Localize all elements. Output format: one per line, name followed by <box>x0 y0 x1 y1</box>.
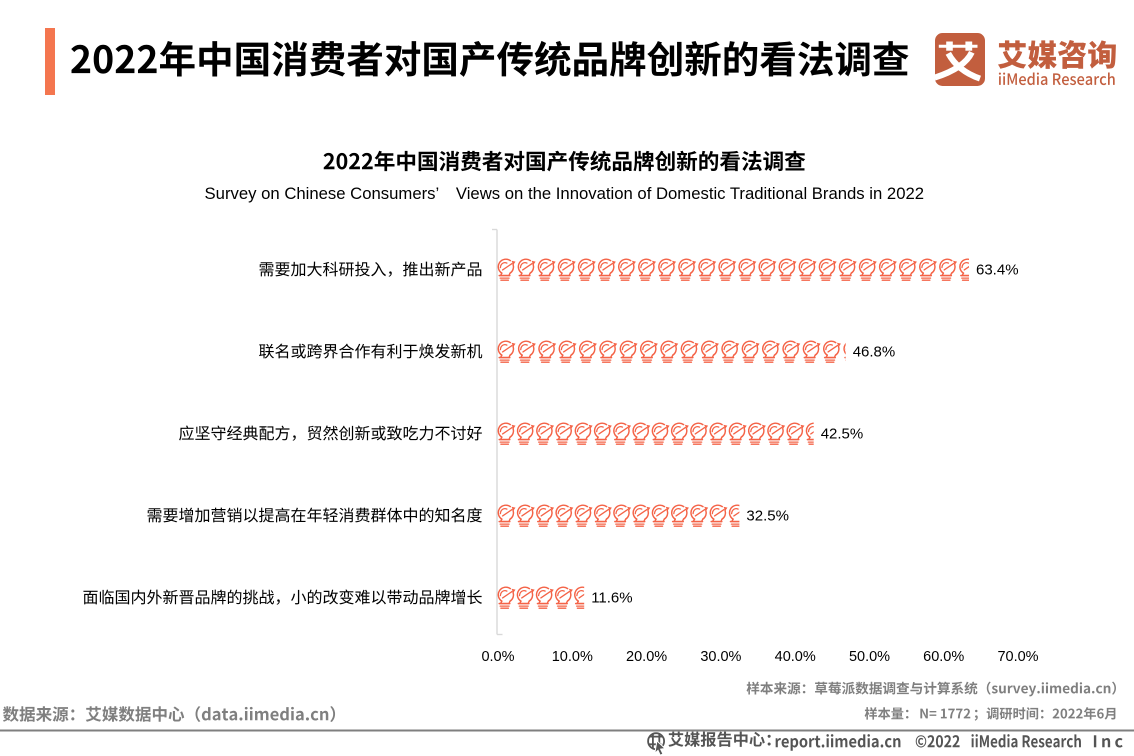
svg-text:60.0%: 60.0% <box>923 649 964 665</box>
svg-text:70.0%: 70.0% <box>997 649 1038 665</box>
svg-text:30.0%: 30.0% <box>700 649 741 665</box>
svg-text:20.0%: 20.0% <box>626 649 667 665</box>
svg-text:10.0%: 10.0% <box>552 649 593 665</box>
svg-text:46.8%: 46.8% <box>853 343 896 360</box>
svg-text:42.5%: 42.5% <box>821 425 864 442</box>
svg-text:0.0%: 0.0% <box>481 649 514 665</box>
svg-text:63.4%: 63.4% <box>976 261 1019 278</box>
svg-text:11.6%: 11.6% <box>591 589 632 606</box>
svg-text:50.0%: 50.0% <box>849 649 890 665</box>
svg-text:Survey on Chinese Consumers’ V: Survey on Chinese Consumers’ Views on th… <box>205 184 925 203</box>
svg-text:40.0%: 40.0% <box>775 649 816 665</box>
svg-text:32.5%: 32.5% <box>746 507 789 524</box>
